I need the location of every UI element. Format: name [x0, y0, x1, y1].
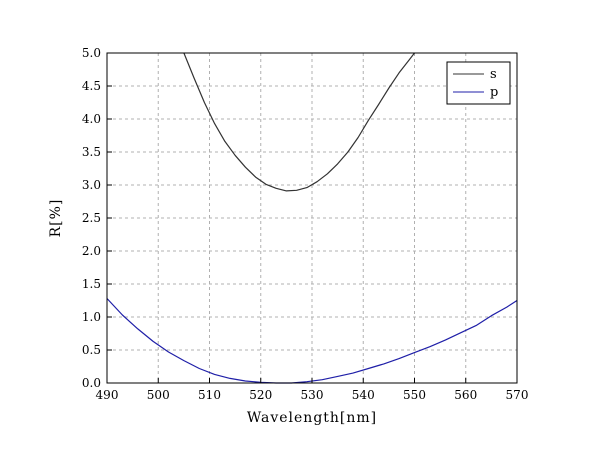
- y-axis-ticks: 0.0 0.5 1.0 1.5 2.0 2.5 3.0 3.5 4.0 4.5 5.0: [82, 46, 112, 390]
- x-tick-label: 570: [506, 388, 529, 402]
- x-tick-label: 560: [454, 388, 477, 402]
- y-tick-label: 1.5: [82, 277, 101, 291]
- legend: s p: [446, 61, 511, 105]
- legend-label-s: s: [490, 67, 497, 82]
- y-tick-label: 4.5: [82, 79, 101, 93]
- legend-box: [446, 61, 511, 105]
- x-tick-label: 540: [352, 388, 375, 402]
- y-tick-label: 5.0: [82, 46, 101, 60]
- y-tick-label: 0.0: [82, 376, 101, 390]
- y-tick-label: 4.0: [82, 112, 101, 126]
- y-tick-label: 3.0: [82, 178, 101, 192]
- x-tick-label: 500: [147, 388, 170, 402]
- x-tick-label: 550: [403, 388, 426, 402]
- y-tick-label: 1.0: [82, 310, 101, 324]
- x-axis-title: Wavelength[nm]: [247, 410, 377, 426]
- x-tick-label: 510: [198, 388, 221, 402]
- x-tick-label: 490: [96, 388, 119, 402]
- y-tick-label: 2.5: [82, 211, 101, 225]
- x-tick-label: 520: [249, 388, 272, 402]
- y-axis-title: R[%]: [48, 199, 64, 238]
- x-tick-label: 530: [301, 388, 324, 402]
- x-axis-ticks: 490 500 510 520 530 540 550 560 570: [96, 378, 529, 402]
- grid-lines: [107, 53, 517, 383]
- y-tick-label: 3.5: [82, 145, 101, 159]
- series-lines: [106, 52, 518, 384]
- y-tick-label: 2.0: [82, 244, 101, 258]
- series-line-s: [183, 52, 415, 192]
- y-tick-label: 0.5: [82, 343, 101, 357]
- legend-label-p: p: [490, 85, 498, 100]
- series-line-p: [106, 298, 518, 384]
